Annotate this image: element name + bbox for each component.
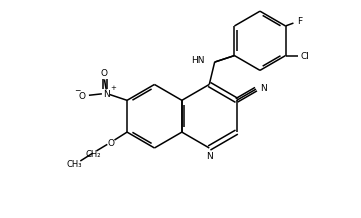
Text: Cl: Cl xyxy=(301,52,309,61)
Text: HN: HN xyxy=(191,56,205,65)
Text: N: N xyxy=(260,84,267,93)
Text: F: F xyxy=(297,17,302,26)
Text: N: N xyxy=(103,90,110,99)
Text: CH₃: CH₃ xyxy=(66,160,82,169)
Text: O: O xyxy=(107,139,114,148)
Text: +: + xyxy=(110,85,116,91)
Text: O: O xyxy=(101,69,108,78)
Text: O: O xyxy=(79,92,86,101)
Text: CH₂: CH₂ xyxy=(85,150,101,158)
Text: −: − xyxy=(74,86,81,95)
Text: N: N xyxy=(206,152,213,162)
